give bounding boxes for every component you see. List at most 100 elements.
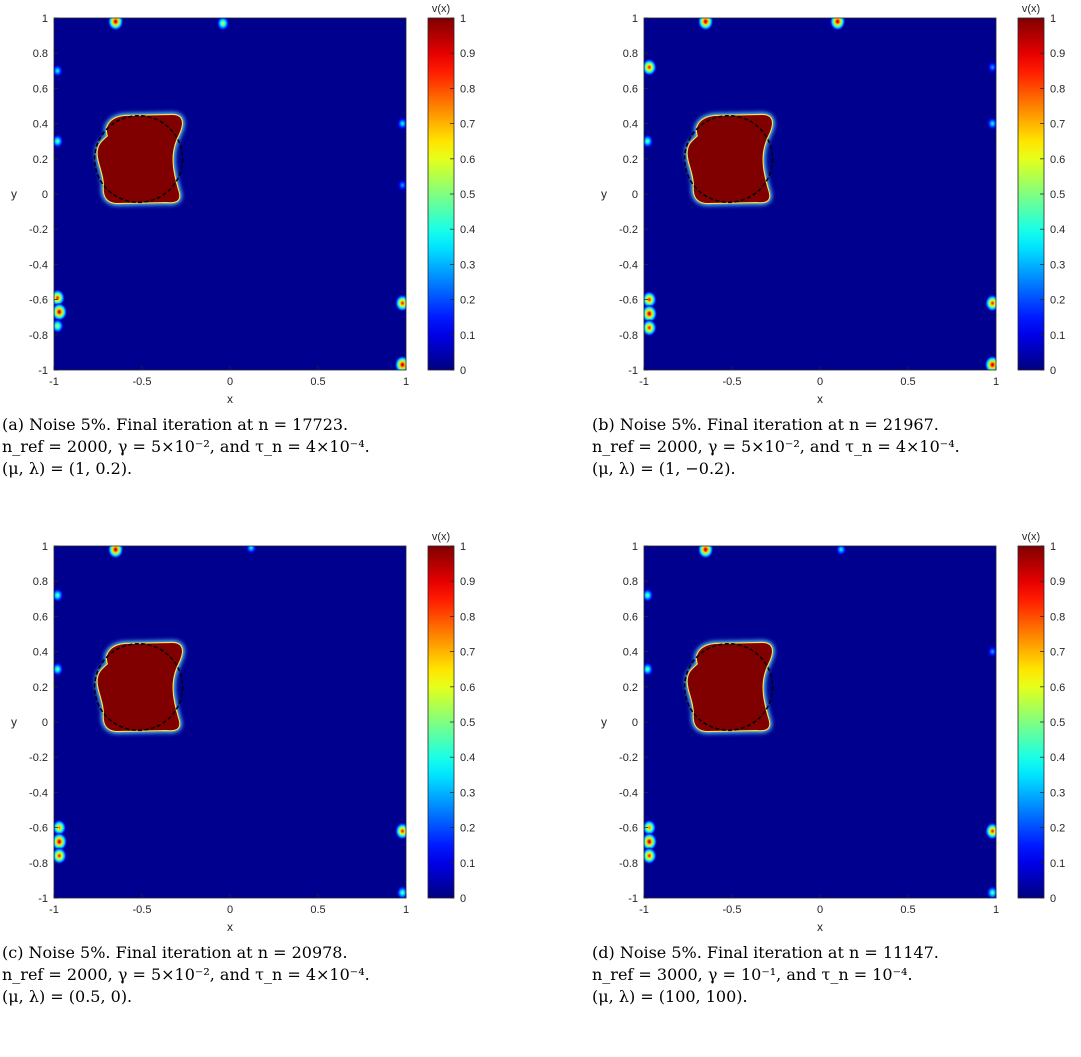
artifact-spot [986,885,996,898]
y-axis-label: y [601,715,607,729]
y-tick-label: -1 [628,365,638,377]
y-tick-label: 1 [42,541,48,553]
caption: (b) Noise 5%. Final iteration at n = 219… [592,414,1081,480]
colorbar-tick-label: 0.7 [1050,119,1065,131]
colorbar-tick-label: 1 [1050,13,1056,25]
heatmap-plot: -1 -0.5 0 0.5 1 1 0.8 0.6 0.4 0.2 0 -0.2 -0.4 -0.6 -0.… [11,3,475,406]
reconstructed-shape [687,643,772,731]
y-tick-label: -0.2 [29,752,48,764]
y-tick-label: 0.8 [33,48,48,60]
colorbar-tick-label: 0.8 [460,83,475,95]
colorbar-tick-label: 0.1 [460,330,475,342]
heatmap-field [644,546,996,898]
panel-b: -1 -0.5 0 0.5 1 1 0.8 0.6 0.4 0.2 0 -0.2 -0.4 -0.6 -0.… [590,0,1081,520]
true-boundary [683,114,774,204]
reconstructed-shape [97,115,182,203]
caption-line-1: (a) Noise 5%. Final iteration at n = 177… [2,415,349,434]
y-tick-label: 0.8 [623,576,638,588]
y-tick-label: 0.6 [623,611,638,623]
artifact-spot [245,546,257,555]
artifact-spot [107,546,124,559]
x-tick-label: 0.5 [900,904,915,916]
colorbar-tick-label: 0.8 [1050,83,1065,95]
y-tick-label: 0 [632,717,638,729]
y-tick-label: 0.4 [623,119,638,131]
x-tick-label: 0 [817,904,823,916]
colorbar-tick-label: 0 [460,365,466,377]
y-tick-label: -0.6 [29,823,48,835]
artifact-spot [396,885,406,898]
y-tick-label: -0.4 [619,259,638,271]
colorbar-tick-label: 0.5 [1050,189,1065,201]
colorbar-tick-label: 0 [460,893,466,905]
heatmap-field [644,18,996,370]
caption-line-3: (μ, λ) = (1, −0.2). [592,459,736,478]
y-tick-label: 1 [42,13,48,25]
artifact-spot [697,546,714,559]
x-tick-label: -0.5 [133,376,152,388]
artifact-spot [394,355,406,370]
y-tick-label: -0.6 [29,295,48,307]
colorbar-tick-label: 1 [460,13,466,25]
colorbar-tick-label: 0.4 [1050,752,1065,764]
x-tick-label: -1 [639,904,649,916]
caption-line-2: n_ref = 2000, γ = 5×10⁻², and τ_n = 4×10… [2,965,370,984]
panel-d: -1 -0.5 0 0.5 1 1 0.8 0.6 0.4 0.2 0 -0.2 -0.4 -0.6 -0.… [590,528,1081,1048]
y-tick-label: 0.6 [33,83,48,95]
x-tick-label: -1 [49,376,59,388]
artifact-spot [107,18,124,31]
colorbar-title: v(x) [1022,531,1040,543]
y-tick-label: -0.8 [619,330,638,342]
y-tick-label: 0.6 [33,611,48,623]
colorbar-tick-label: 0.2 [1050,823,1065,835]
colorbar-tick-label: 0.3 [1050,259,1065,271]
colorbar-tick-label: 0.3 [1050,787,1065,799]
colorbar [427,545,455,899]
colorbar-tick-label: 0 [1050,893,1056,905]
y-tick-label: 1 [632,13,638,25]
y-tick-label: -0.4 [619,787,638,799]
y-tick-label: 0.2 [623,682,638,694]
y-axis-label: y [11,715,17,729]
y-tick-label: -0.2 [619,224,638,236]
x-tick-label: -1 [639,376,649,388]
colorbar-tick-label: 0.6 [1050,154,1065,166]
colorbar-tick-label: 0.5 [460,717,475,729]
artifact-spot [644,588,654,603]
colorbar [1017,545,1045,899]
heatmap-plot: -1 -0.5 0 0.5 1 1 0.8 0.6 0.4 0.2 0 -0.2 -0.4 -0.6 -0.… [11,531,475,934]
caption-line-1: (b) Noise 5%. Final iteration at n = 219… [592,415,939,434]
x-tick-label: 0 [227,376,233,388]
artifact-spot [644,58,657,77]
artifact-spot [54,134,64,149]
artifact-spot [644,304,658,323]
reconstructed-shape [97,643,182,731]
artifact-spot [644,847,657,865]
colorbar-tick-label: 0.9 [1050,48,1065,60]
caption-line-2: n_ref = 3000, γ = 10⁻¹, and τ_n = 10⁻⁴. [592,965,913,984]
colorbar-tick-label: 0.2 [1050,295,1065,307]
x-tick-label: 1 [403,904,409,916]
x-axis-label: x [817,392,823,406]
colorbar-title: v(x) [432,3,450,15]
x-tick-label: -0.5 [723,904,742,916]
artifact-spot [644,319,657,337]
y-tick-label: 0.6 [623,83,638,95]
artifact-spot [54,819,67,836]
artifact-spot [986,117,996,131]
caption-line-2: n_ref = 2000, γ = 5×10⁻², and τ_n = 4×10… [2,437,370,456]
heatmap-field [54,18,406,370]
heatmap-plot: -1 -0.5 0 0.5 1 1 0.8 0.6 0.4 0.2 0 -0.2 -0.4 -0.6 -0.… [601,531,1065,934]
panel-c: -1 -0.5 0 0.5 1 1 0.8 0.6 0.4 0.2 0 -0.2 -0.4 -0.6 -0.… [0,528,520,1048]
colorbar-tick-label: 0.7 [1050,647,1065,659]
y-tick-label: -0.8 [29,330,48,342]
x-tick-label: 0 [227,904,233,916]
artifact-spot [394,294,406,312]
artifact-spot [984,822,996,840]
colorbar-tick-label: 0.2 [460,823,475,835]
artifact-spot [644,290,657,309]
caption-line-1: (d) Noise 5%. Final iteration at n = 111… [592,943,939,962]
artifact-spot [984,355,996,370]
y-tick-label: 1 [632,541,638,553]
panel-a: -1 -0.5 0 0.5 1 1 0.8 0.6 0.4 0.2 0 -0.2 -0.4 -0.6 -0.… [0,0,520,520]
